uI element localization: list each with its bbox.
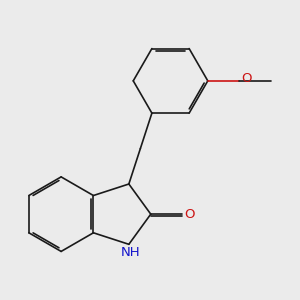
Text: NH: NH [121, 246, 140, 259]
Text: O: O [184, 208, 194, 221]
Text: O: O [241, 73, 251, 85]
